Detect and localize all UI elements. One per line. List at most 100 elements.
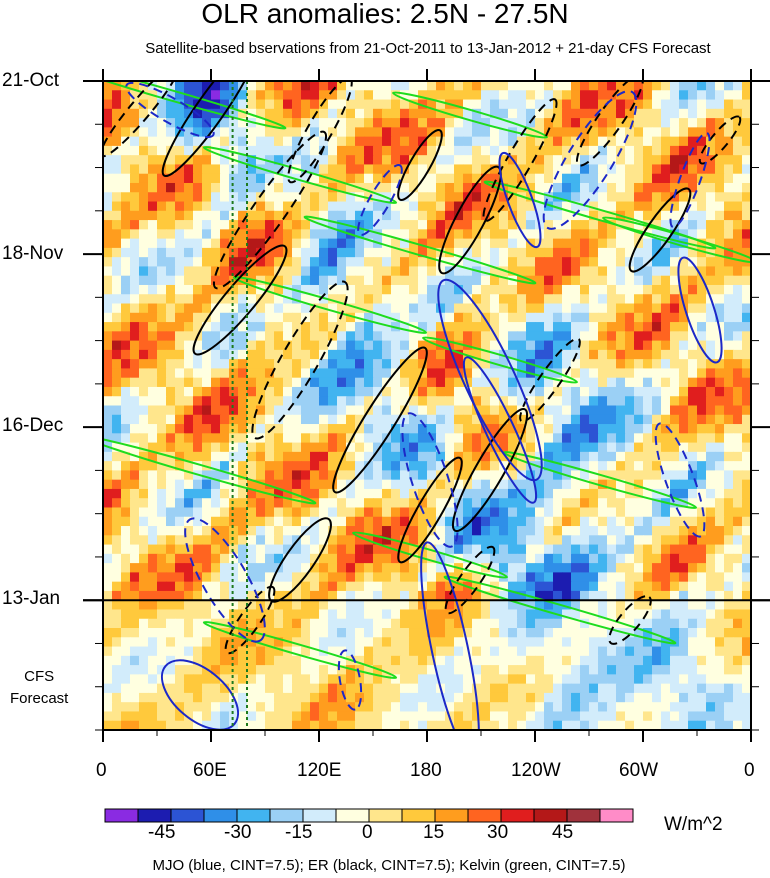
heat-cell bbox=[652, 414, 662, 425]
heat-cell bbox=[229, 683, 239, 694]
heat-cell bbox=[490, 655, 500, 666]
heat-cell bbox=[607, 164, 617, 175]
heat-cell bbox=[526, 637, 536, 648]
heat-cell bbox=[688, 201, 698, 212]
heat-cell bbox=[445, 136, 455, 147]
heat-cell bbox=[562, 173, 572, 184]
heat-cell bbox=[391, 637, 401, 648]
heat-cell bbox=[697, 628, 707, 638]
heat-cell bbox=[211, 220, 221, 230]
heat-cell bbox=[274, 405, 284, 416]
heat-cell bbox=[553, 99, 563, 110]
heat-cell bbox=[517, 173, 527, 184]
heat-cell bbox=[328, 618, 338, 629]
heat-cell bbox=[670, 646, 680, 657]
heat-cell bbox=[652, 81, 662, 91]
heat-cell bbox=[670, 164, 680, 175]
heat-cell bbox=[139, 424, 149, 434]
heat-cell bbox=[166, 609, 176, 620]
heat-cell bbox=[103, 127, 113, 138]
heat-cell bbox=[670, 368, 680, 379]
heat-cell bbox=[643, 340, 653, 351]
heat-cell bbox=[301, 145, 311, 156]
heat-cell bbox=[382, 572, 392, 583]
heat-cell bbox=[526, 294, 536, 305]
heat-cell bbox=[391, 108, 401, 119]
heat-cell bbox=[733, 81, 743, 91]
heat-cell bbox=[220, 368, 230, 379]
heat-cell bbox=[463, 322, 473, 332]
heat-cell bbox=[526, 674, 536, 685]
heat-cell bbox=[139, 247, 149, 258]
heat-cell bbox=[220, 451, 230, 462]
heat-cell bbox=[724, 136, 734, 147]
heat-cell bbox=[130, 590, 140, 601]
heat-cell bbox=[121, 507, 131, 518]
heat-cell bbox=[337, 488, 347, 499]
heat-cell bbox=[607, 498, 617, 509]
heat-cell bbox=[211, 349, 221, 360]
heat-cell bbox=[490, 414, 500, 425]
heat-cell bbox=[193, 340, 203, 351]
heat-cell bbox=[112, 665, 122, 675]
heat-cell bbox=[679, 655, 689, 666]
heat-cell bbox=[238, 238, 248, 249]
heat-cell bbox=[337, 498, 347, 509]
heat-cell bbox=[607, 294, 617, 305]
heat-cell bbox=[175, 396, 185, 407]
heat-cell bbox=[436, 609, 446, 620]
heat-cell bbox=[715, 507, 725, 518]
heat-cell bbox=[121, 145, 131, 156]
heat-cell bbox=[202, 349, 212, 360]
heat-cell bbox=[481, 600, 491, 611]
heat-cell bbox=[481, 145, 491, 156]
heat-cell bbox=[256, 340, 266, 351]
heat-cell bbox=[400, 164, 410, 175]
heat-cell bbox=[679, 461, 689, 471]
heat-cell bbox=[454, 488, 464, 499]
heat-cell bbox=[607, 442, 617, 453]
heat-cell bbox=[652, 155, 662, 166]
heat-cell bbox=[112, 609, 122, 620]
heat-cell bbox=[103, 192, 113, 203]
heat-cell bbox=[445, 220, 455, 230]
heat-cell bbox=[229, 127, 239, 138]
heat-cell bbox=[544, 600, 554, 611]
heat-cell bbox=[535, 201, 545, 212]
heat-cell bbox=[697, 294, 707, 305]
heat-cell bbox=[562, 609, 572, 620]
heat-cell bbox=[283, 526, 293, 536]
heat-cell bbox=[706, 275, 716, 286]
heat-cell bbox=[580, 665, 590, 675]
heat-cell bbox=[427, 674, 437, 685]
heat-cell bbox=[454, 90, 464, 101]
heat-cell bbox=[391, 711, 401, 722]
heat-cell bbox=[265, 303, 275, 314]
heat-cell bbox=[661, 646, 671, 657]
heat-cell bbox=[256, 81, 266, 91]
heat-cell bbox=[454, 220, 464, 230]
heat-cell bbox=[310, 683, 320, 694]
heat-cell bbox=[607, 99, 617, 110]
heat-cell bbox=[634, 118, 644, 128]
heat-cell bbox=[724, 247, 734, 258]
heat-cell bbox=[121, 312, 131, 323]
heat-cell bbox=[688, 322, 698, 332]
heat-cell bbox=[643, 702, 653, 713]
heat-cell bbox=[625, 322, 635, 332]
heat-cell bbox=[103, 581, 113, 592]
heat-cell bbox=[157, 155, 167, 166]
heat-cell bbox=[724, 322, 734, 332]
heat-cell bbox=[643, 516, 653, 527]
heat-cell bbox=[562, 118, 572, 128]
heat-cell bbox=[463, 396, 473, 407]
heat-cell bbox=[256, 331, 266, 342]
heat-cell bbox=[562, 572, 572, 583]
heat-cell bbox=[292, 711, 302, 722]
heat-cell bbox=[742, 655, 751, 666]
heat-cell bbox=[220, 461, 230, 471]
heat-cell bbox=[490, 628, 500, 638]
heat-cell bbox=[229, 312, 239, 323]
heat-cell bbox=[391, 340, 401, 351]
heat-cell bbox=[391, 303, 401, 314]
